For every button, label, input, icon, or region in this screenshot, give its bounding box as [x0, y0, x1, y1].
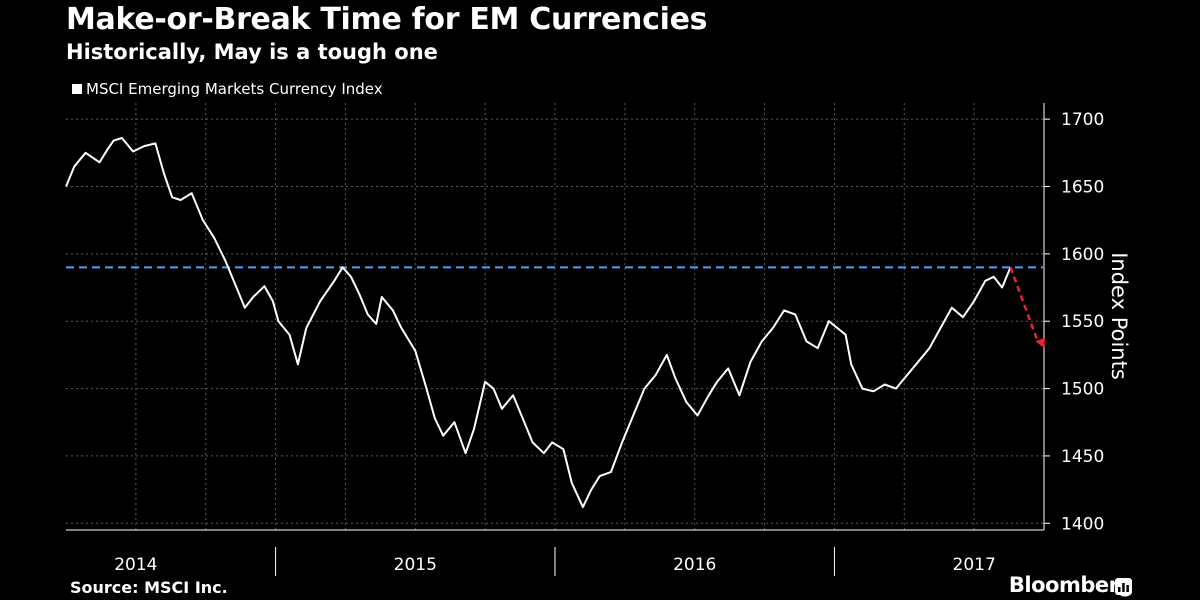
y-tick-label-1550: 1550 [1061, 312, 1104, 332]
projection-arrowhead [1035, 337, 1046, 349]
x-tick-label-2017: 2017 [953, 555, 996, 575]
y-tick-label-1600: 1600 [1061, 245, 1104, 265]
legend-label: MSCI Emerging Markets Currency Index [86, 80, 383, 98]
legend-swatch [72, 84, 82, 94]
y-tick-label-1400: 1400 [1061, 514, 1104, 534]
chart-legend: MSCI Emerging Markets Currency Index [72, 80, 383, 98]
chart-subtitle: Historically, May is a tough one [66, 40, 438, 64]
bloomberg-chart-icon [1115, 578, 1132, 595]
y-tick-label-1500: 1500 [1061, 380, 1104, 400]
y-tick-label-1450: 1450 [1061, 447, 1104, 467]
series-line [65, 137, 1012, 509]
x-tick-label-2016: 2016 [673, 555, 716, 575]
chart-title: Make-or-Break Time for EM Currencies [66, 2, 708, 37]
source-note: Source: MSCI Inc. [70, 578, 228, 597]
y-tick-label-1650: 1650 [1061, 178, 1104, 198]
x-tick-label-2014: 2014 [114, 555, 157, 575]
x-tick-label-2015: 2015 [394, 555, 437, 575]
projection-line [1009, 266, 1040, 343]
y-axis-label: Index Points [1107, 252, 1131, 380]
y-tick-label-1700: 1700 [1061, 110, 1104, 130]
bloomberg-logo: Bloomberg [1008, 573, 1134, 597]
